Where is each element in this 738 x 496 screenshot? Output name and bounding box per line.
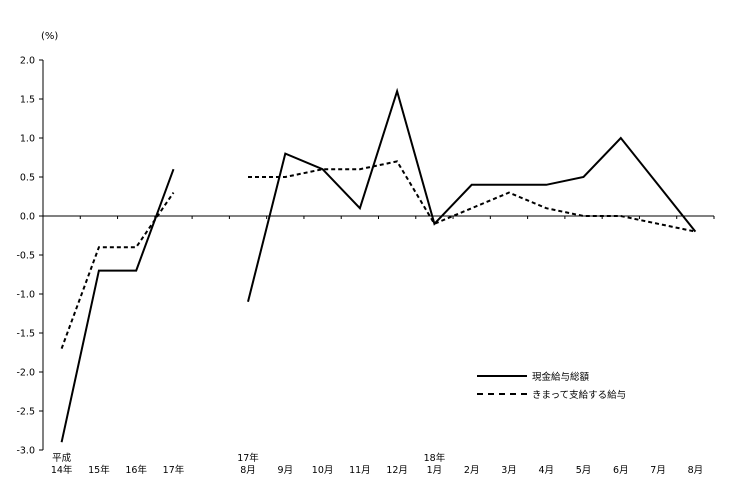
legend-item: 現金給与総額	[477, 367, 626, 385]
x-axis-label-row1: 17年	[237, 452, 259, 464]
series-line-solid	[247, 87, 697, 303]
x-axis-label-row2: 10月	[312, 465, 334, 476]
series-line-solid	[60, 168, 175, 443]
x-axis-label-row2: 17年	[163, 464, 185, 476]
x-axis-label-row2: 8月	[240, 465, 256, 476]
x-axis-label-row2: 14年	[51, 464, 73, 476]
series-line-dashed	[248, 160, 696, 233]
x-axis-label-row2: 5月	[576, 465, 592, 476]
y-axis-tick-label: 1.5	[20, 95, 35, 106]
legend-label-total-cash-earnings: 現金給与総額	[532, 372, 590, 383]
x-axis-label-row2: 9月	[278, 465, 294, 476]
x-axis-label-row2: 11月	[349, 465, 371, 476]
dashed-line-sample	[477, 393, 527, 395]
x-axis-label-row2: 12月	[386, 465, 408, 476]
x-axis-label-row1: 平成	[52, 452, 72, 464]
chart-legend: 現金給与総額 きまって支給する給与	[477, 367, 626, 403]
x-axis-label-row2: 16年	[125, 464, 147, 476]
y-axis-tick-label: -2.0	[16, 368, 35, 379]
legend-label-contractual-earnings: きまって支給する給与	[532, 390, 627, 401]
y-axis-tick-label: -3.0	[16, 446, 35, 457]
y-axis-tick-label: -1.5	[16, 329, 35, 340]
y-axis-tick-label: 2.0	[20, 56, 35, 67]
x-axis-label-row2: 7月	[650, 465, 666, 476]
x-axis-label-row2: 15年	[88, 464, 110, 476]
x-axis-label-row2: 3月	[501, 465, 517, 476]
y-axis-unit-label: (%)	[41, 31, 59, 42]
x-axis-label-row2: 4月	[538, 465, 554, 476]
y-axis-tick-label: -2.5	[16, 407, 35, 418]
y-axis-tick-label: 0.0	[20, 212, 35, 223]
x-axis-label-row2: 8月	[688, 465, 704, 476]
y-axis-tick-label: 1.0	[20, 134, 35, 145]
series-line-dashed	[60, 192, 175, 349]
y-axis-tick-label: -1.0	[16, 290, 35, 301]
legend-item: きまって支給する給与	[477, 385, 626, 403]
x-axis-label-row2: 6月	[613, 465, 629, 476]
y-axis-tick-label: -0.5	[16, 251, 35, 262]
x-axis-label-row2: 2月	[464, 465, 480, 476]
y-axis-tick-label: 0.5	[20, 173, 35, 184]
solid-line-sample	[477, 375, 527, 377]
x-axis-label-row1: 18年	[424, 452, 446, 464]
x-axis-label-row2: 1月	[427, 465, 443, 476]
